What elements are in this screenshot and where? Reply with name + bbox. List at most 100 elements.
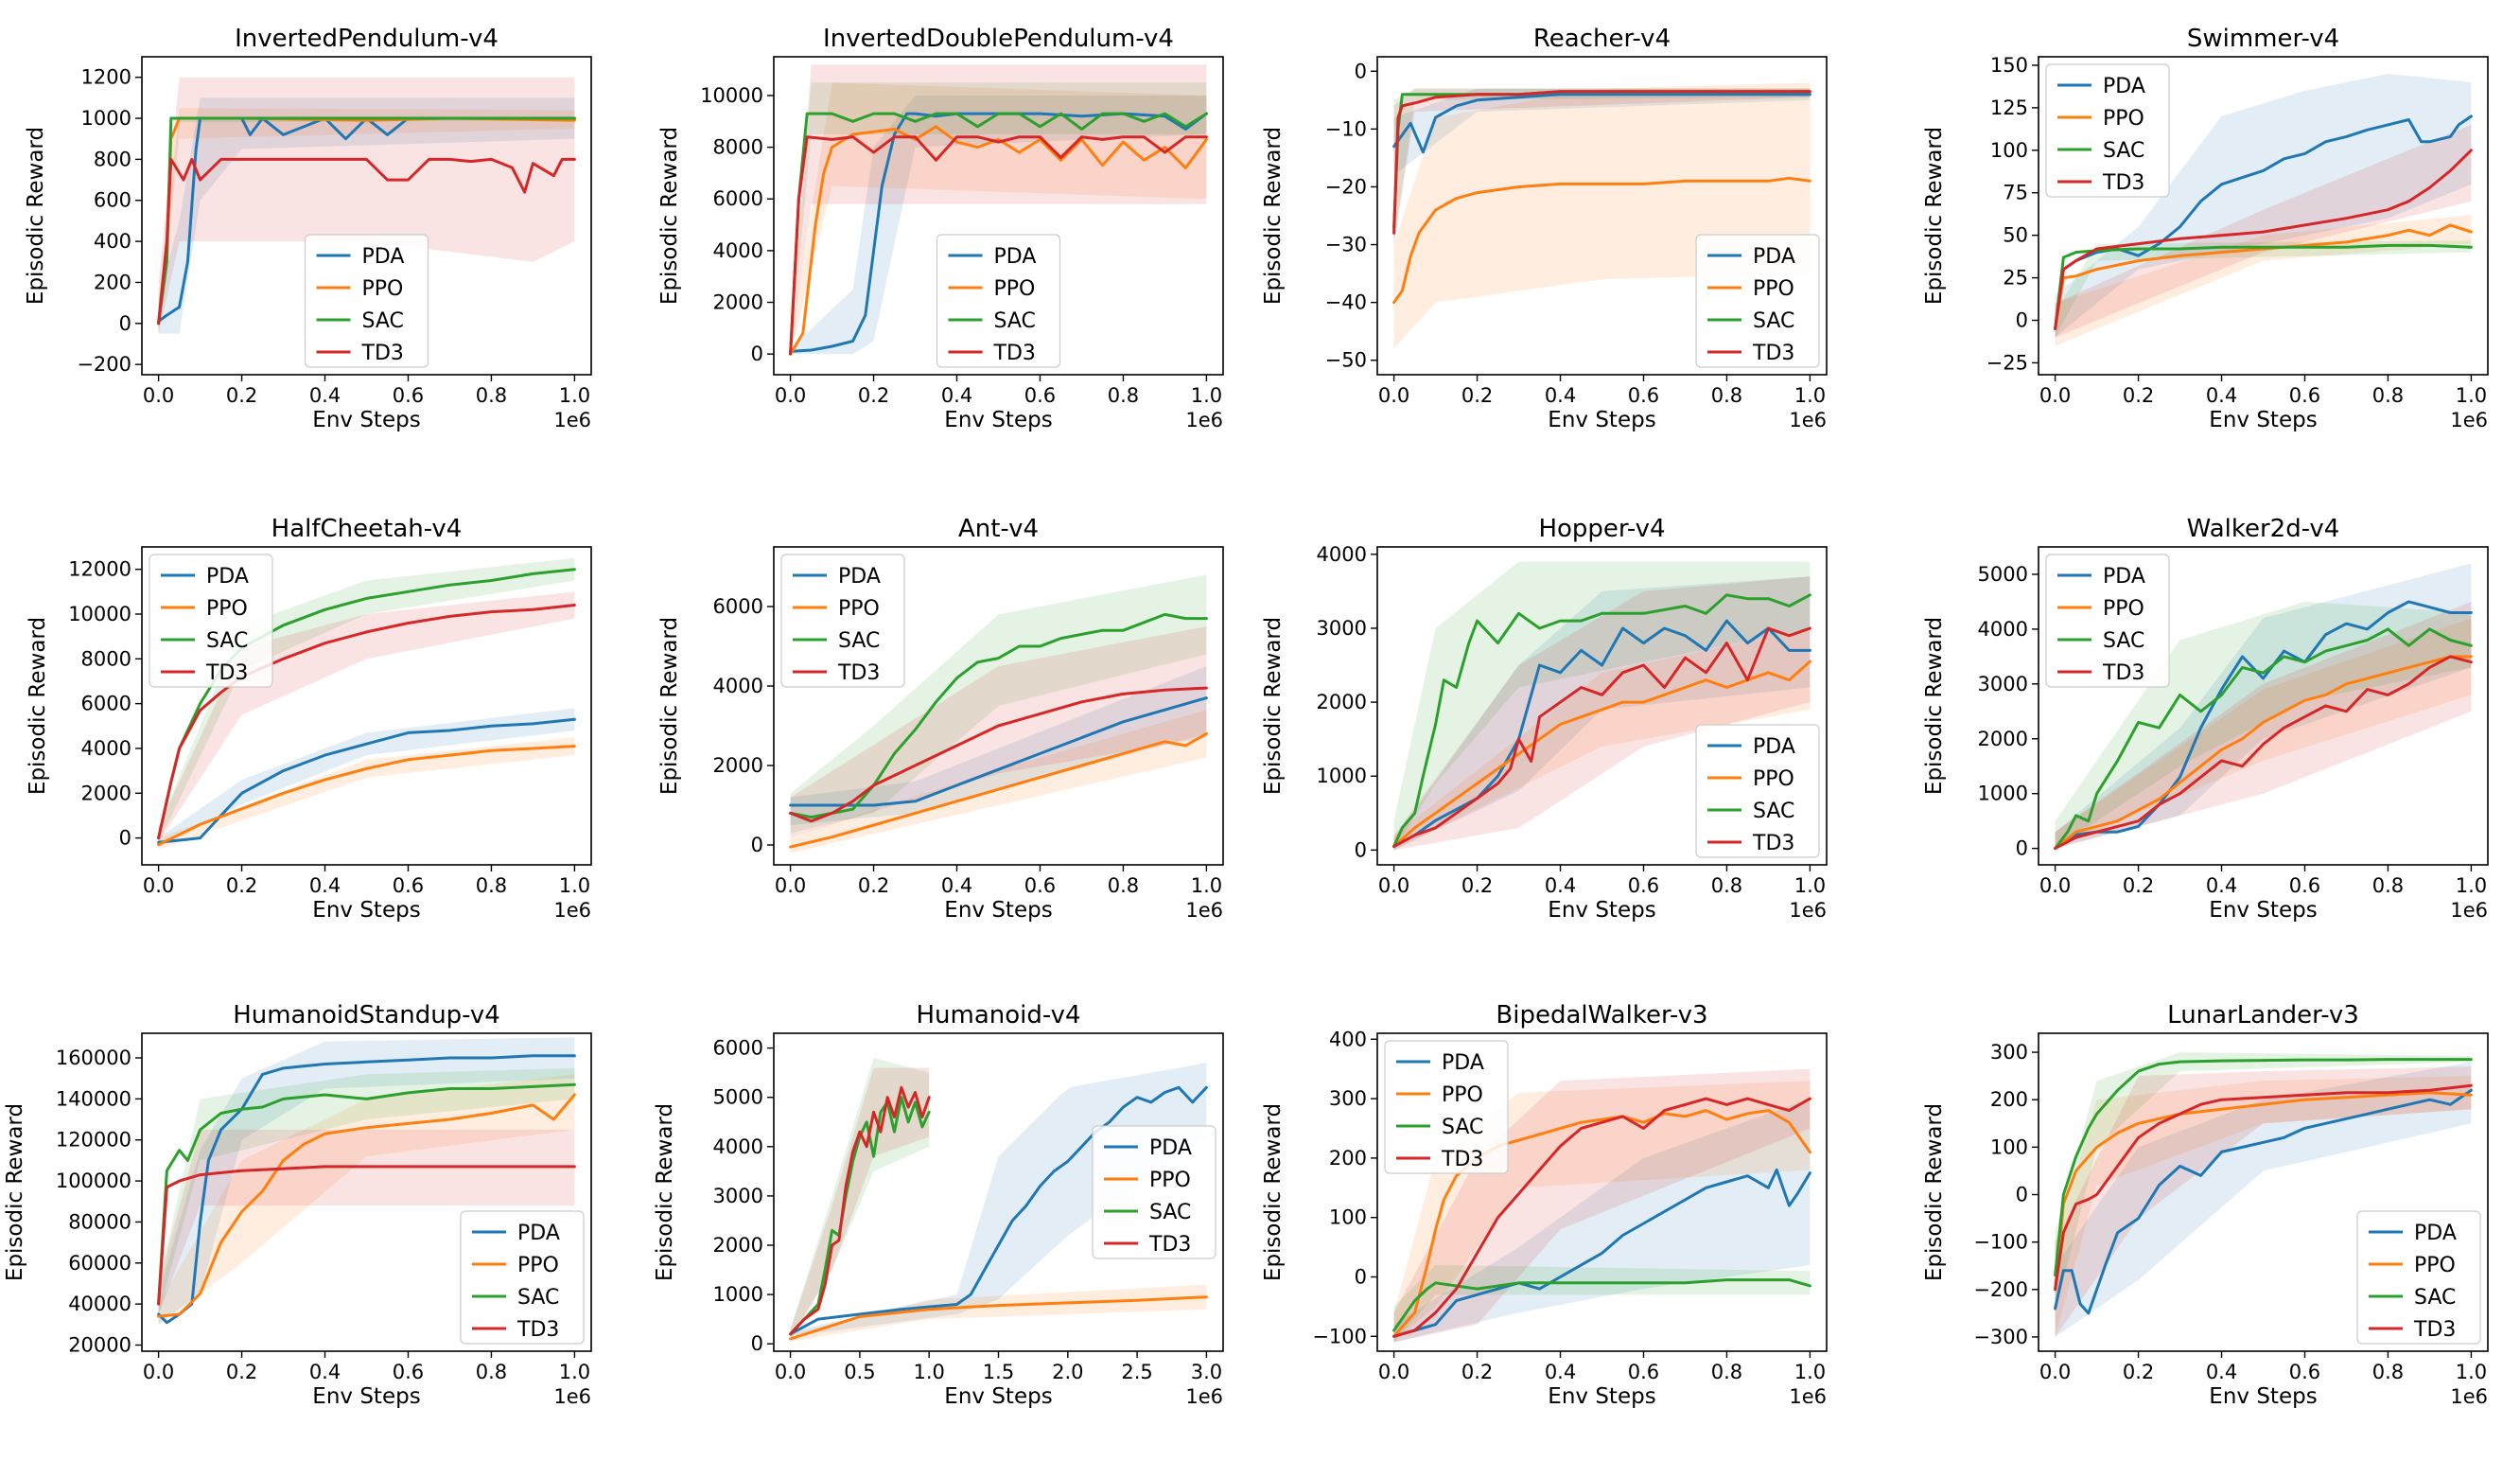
legend-box [780,554,905,688]
x-tick-label: 0.0 [143,874,174,897]
subplot-title: Walker2d-v4 [2187,515,2340,543]
legend: PDA PPO SAC TD3 [460,1210,585,1345]
y-tick-label: 2000 [713,1234,763,1257]
y-tick-label: 25 [2003,267,2028,290]
plot-frame [1376,1032,1828,1352]
x-tick-label: 0.6 [1628,1361,1659,1383]
x-tick-label: 0.8 [476,384,507,407]
band-ppo [158,1074,575,1325]
y-tick-label: −25 [1986,351,2028,374]
legend: PDA PPO SAC TD3 [2356,1210,2481,1345]
band-pda [2055,1062,2472,1337]
y-tick-label: 4000 [81,737,131,760]
legend-label-sac: SAC [206,629,248,653]
x-tick-label: 1.0 [1191,384,1222,407]
subplot-title: InvertedPendulum-v4 [235,25,499,53]
band-pda [158,1037,575,1325]
x-tick-label: 0.0 [775,1361,806,1383]
series-line-sac [2054,1058,2473,1277]
y-tick-label: 150 [1990,54,2028,77]
x-axis-label: Env Steps [2209,408,2317,432]
series-line-td3 [789,135,1208,356]
x-tick-label: 0.8 [1711,874,1742,897]
x-tick-label: 1.0 [559,874,590,897]
x-tick-label: 2.0 [1052,1361,1083,1383]
y-tick-label: 10000 [68,603,131,625]
x-tick-label: 0.4 [1545,384,1576,407]
legend: PDA PPO SAC TD3 [780,554,905,688]
legend-label-pda: PDA [1149,1136,1192,1160]
y-tick-label: 120000 [56,1129,131,1152]
y-tick-label: 2000 [81,782,131,804]
x-tick-label: 1.0 [2456,384,2487,407]
y-tick-label: 0 [1355,60,1367,82]
x-tick-label: 0.6 [393,1361,424,1383]
legend-label-ppo: PPO [1442,1083,1483,1107]
band-sac [1393,1264,1811,1343]
legend-label-ppo: PPO [2103,107,2144,131]
legend-box [2045,554,2170,688]
series-line-td3 [789,686,1208,823]
subplot-title: LunarLander-v3 [2167,1001,2359,1029]
series-line-pda [1392,93,1811,154]
y-tick-label: 100000 [56,1170,131,1192]
series-line-td3 [789,1085,931,1336]
band-sac [790,574,1207,834]
x-tick-label: 0.0 [2039,384,2071,407]
series-line-td3 [1392,626,1811,848]
series-line-ppo [1392,660,1811,848]
x-tick-label: 0.4 [309,874,341,897]
y-tick-label: 100 [1990,1135,2028,1158]
band-sac [2055,601,2472,849]
y-axis-label: Episodic Reward [1261,617,1286,795]
legend: PDA PPO SAC TD3 [1092,1125,1216,1259]
y-tick-label: 50 [2003,224,2028,247]
series-line-td3 [2054,149,2473,330]
legend-label-ppo: PPO [994,277,1036,301]
x-tick-label: 0.2 [226,874,257,897]
plot-frame [141,546,592,866]
legend-label-sac: SAC [1149,1201,1191,1224]
series-line-pda [2054,600,2473,851]
legend-label-pda: PDA [994,245,1037,269]
legend: PDA PPO SAC TD3 [1695,724,1820,858]
subplot-title: HalfCheetah-v4 [271,515,463,543]
y-tick-label: 200 [94,271,131,293]
legend-label-td3: TD3 [2102,171,2144,195]
x-tick-label: 0.6 [1024,384,1056,407]
legend-label-pda: PDA [1753,245,1795,269]
y-tick-label: 6000 [81,693,131,715]
x-exponent-label: 1e6 [2450,899,2488,922]
y-tick-label: −200 [1973,1278,2028,1301]
x-tick-label: 1.0 [559,1361,590,1383]
series-line-sac [1392,1278,1811,1332]
series-line-ppo [789,125,1208,356]
plot-frame [141,56,592,376]
y-tick-label: 3000 [1317,617,1367,640]
x-tick-label: 0.5 [844,1361,875,1383]
y-tick-label: 1000 [713,1283,763,1306]
y-tick-label: 2000 [1317,691,1367,713]
subplot-panel: 0.0 0.5 1.0 1.5 2.0 2.5 3.0 0 1000 2000 3000 4000 50… [653,1001,1224,1409]
series-line-sac [1392,593,1811,848]
x-tick-label: 1.0 [913,1361,944,1383]
y-tick-label: 4000 [713,239,763,262]
x-tick-label: 0.0 [775,384,806,407]
series-line-ppo [789,731,1208,849]
x-tick-label: 1.0 [2456,1361,2487,1383]
subplot-panel: 0.0 0.2 0.4 0.6 0.8 1.0 −50 −40 −30 −20 −10 0 Reache… [1261,25,1828,432]
legend: PDA PPO SAC TD3 [1695,234,1820,368]
x-tick-label: 0.8 [2372,384,2404,407]
series-line-pda [157,717,576,844]
y-tick-label: 0 [751,1332,763,1355]
band-pda [2055,74,2472,338]
x-tick-label: 0.0 [1378,874,1409,897]
x-exponent-label: 1e6 [1789,1385,1827,1408]
legend-label-td3: TD3 [837,661,880,685]
x-tick-label: 0.6 [393,874,424,897]
subplot-panel: 0.0 0.2 0.4 0.6 0.8 1.0 −200 0 200 400 600 800 1000 1… [24,25,592,432]
x-tick-label: 1.0 [1794,874,1826,897]
legend-box [149,554,273,688]
y-tick-label: 3000 [1978,673,2028,695]
y-axis-label: Episodic Reward [1922,1103,1947,1281]
